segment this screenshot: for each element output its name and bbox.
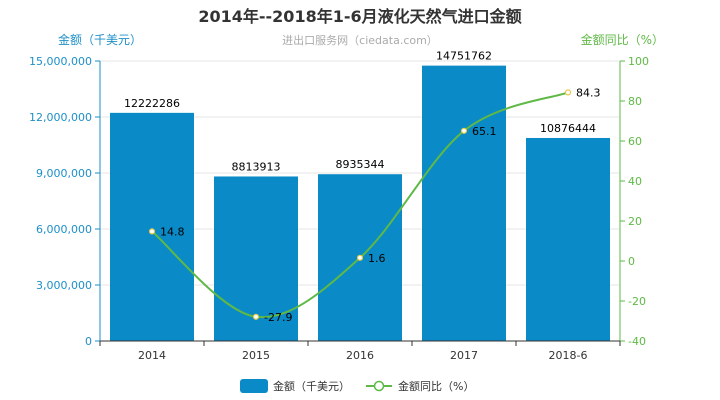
bar-value-label: 14751762	[436, 50, 492, 63]
chart-subtitle: 进出口服务网（ciedata.com）	[282, 33, 438, 47]
x-tick-label: 2015	[242, 349, 270, 362]
y-left-tick-label: 0	[85, 335, 92, 348]
legend-bar-label: 金额（千美元）	[273, 379, 350, 393]
bar-value-label: 12222286	[124, 97, 180, 110]
bar-value-label: 8935344	[336, 158, 385, 171]
bar-series	[110, 65, 610, 341]
y-axis-right-title: 金额同比（%）	[581, 32, 664, 47]
line-value-label: 84.3	[576, 86, 601, 99]
bar-value-label: 10876444	[540, 122, 596, 135]
chart-title: 2014年--2018年1-6月液化天然气进口金额	[198, 7, 521, 26]
line-point	[460, 127, 468, 134]
y-right-tick-label: 60	[628, 135, 642, 148]
y-right-tick-label: 0	[628, 255, 635, 268]
line-value-label: 1.6	[368, 252, 386, 265]
x-tick-label: 2017	[450, 349, 478, 362]
data-labels: 12222286 8813913 8935344 14751762 10876444 14…	[124, 50, 601, 324]
y-left-tick-label: 15,000,000	[29, 55, 92, 68]
x-tick-label: 2018-6	[549, 349, 588, 362]
legend-line-marker	[373, 380, 385, 392]
y-right-tick-label: 20	[628, 215, 642, 228]
legend: 金额（千美元） 金额同比（%）	[240, 379, 474, 393]
y-left-tick-label: 6,000,000	[36, 223, 92, 236]
y-left-tick-label: 3,000,000	[36, 279, 92, 292]
legend-line-label: 金额同比（%）	[398, 379, 474, 393]
y-right-tick-label: -20	[628, 295, 646, 308]
y-axis-left-title: 金额（千美元）	[58, 32, 142, 47]
y-right-tick-label: 40	[628, 175, 642, 188]
bar-value-label: 8813913	[232, 160, 281, 173]
y-left-tick-label: 9,000,000	[36, 167, 92, 180]
line-value-label: 14.8	[160, 225, 185, 238]
y-left-tick-label: 12,000,000	[29, 111, 92, 124]
line-point	[564, 89, 572, 96]
line-point	[252, 313, 260, 320]
line-point	[148, 228, 156, 235]
line-point	[356, 254, 364, 261]
bar	[526, 137, 610, 341]
legend-bar-swatch	[240, 379, 268, 393]
y-right-tick-label: 100	[628, 55, 649, 68]
line-series	[148, 89, 572, 320]
x-tick-label: 2014	[138, 349, 166, 362]
x-tick-label: 2016	[346, 349, 374, 362]
bar	[110, 112, 194, 341]
y-right-tick-label: -40	[628, 335, 646, 348]
bar	[422, 65, 506, 341]
line-value-label: 65.1	[472, 125, 497, 138]
axes: 0 3,000,000 6,000,000 9,000,000 12,000,000 15…	[29, 55, 649, 362]
line-value-label: -27.9	[264, 311, 292, 324]
y-right-tick-label: 80	[628, 95, 642, 108]
